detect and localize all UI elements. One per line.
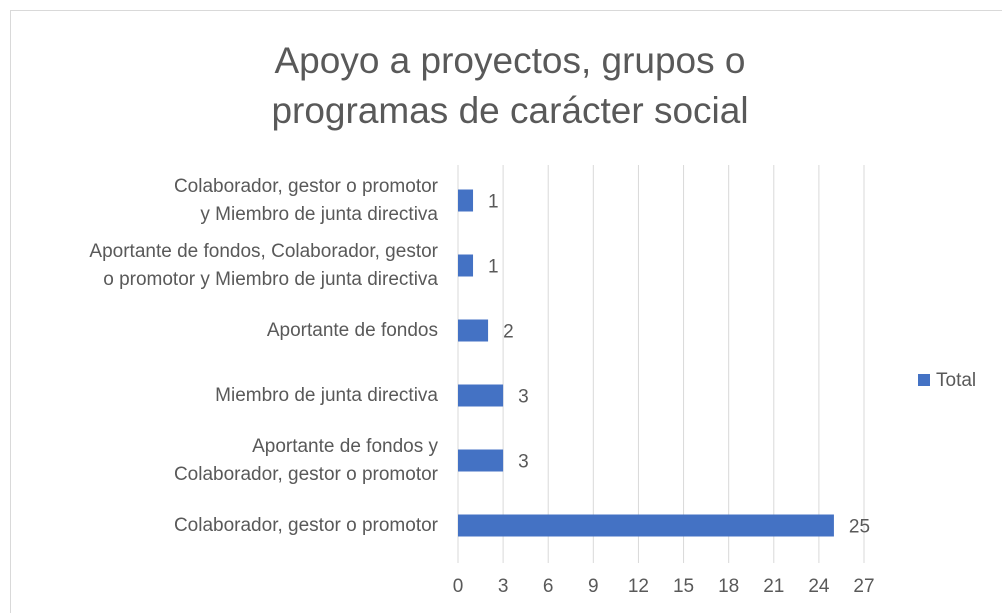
bar xyxy=(458,384,504,407)
x-tick-label: 9 xyxy=(588,576,599,597)
y-tick-label: Colaborador, gestor o promotor y Miembro… xyxy=(173,175,438,225)
y-tick-label: Aportante de fondos xyxy=(266,319,438,341)
y-tick-label: Colaborador, gestor o promotor xyxy=(173,514,438,536)
y-tick-label: Aportante de fondos y Colaborador, gesto… xyxy=(173,435,438,485)
legend-label: Total xyxy=(936,370,976,391)
data-label: 3 xyxy=(518,452,529,473)
legend-swatch xyxy=(918,374,930,386)
data-label: 1 xyxy=(488,192,499,213)
x-tick-label: 21 xyxy=(763,576,784,597)
x-tick-label: 12 xyxy=(628,576,649,597)
bar xyxy=(458,449,504,472)
x-tick-label: 27 xyxy=(853,576,874,597)
data-label: 3 xyxy=(518,387,529,408)
data-label: 1 xyxy=(488,257,499,278)
x-tick-label: 24 xyxy=(808,576,830,597)
chart-title: Apoyo a proyectos, grupos o programas de… xyxy=(271,40,749,131)
bar xyxy=(458,189,474,212)
y-tick-label: Miembro de junta directiva xyxy=(215,384,438,406)
x-tick-label: 0 xyxy=(453,576,464,597)
chart-frame xyxy=(10,10,1002,613)
x-tick-label: 3 xyxy=(498,576,509,597)
bar xyxy=(458,319,489,342)
x-tick-label: 15 xyxy=(673,576,694,597)
y-tick-label: Aportante de fondos, Colaborador, gestor… xyxy=(89,240,438,290)
bar xyxy=(458,254,474,277)
data-label: 25 xyxy=(849,517,870,538)
x-tick-label: 6 xyxy=(543,576,554,597)
x-tick-label: 18 xyxy=(718,576,739,597)
bar xyxy=(458,514,834,537)
data-label: 2 xyxy=(503,322,514,343)
